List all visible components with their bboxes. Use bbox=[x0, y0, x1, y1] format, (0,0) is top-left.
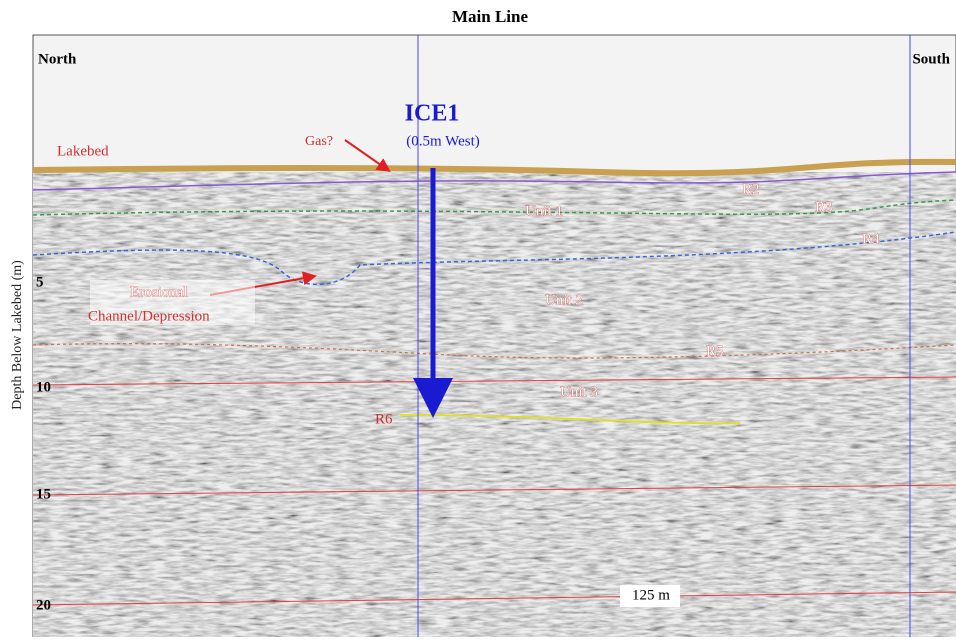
end-label: North bbox=[38, 51, 77, 67]
borehole-note: (0.5m West) bbox=[406, 133, 480, 149]
annotation: R4 bbox=[862, 231, 880, 247]
annotation: Unit 1 bbox=[525, 203, 563, 219]
axis-tick-label: 10 bbox=[36, 379, 51, 395]
annotation: Gas? bbox=[305, 134, 333, 149]
scale-label: 125 m bbox=[632, 587, 670, 603]
end-label: South bbox=[912, 51, 950, 67]
axis-tick-label: 15 bbox=[36, 486, 51, 502]
axis-tick-label: 5 bbox=[36, 274, 44, 290]
annotation: R2 bbox=[742, 181, 760, 197]
annotation: R3 bbox=[815, 199, 833, 215]
annotation: Erosional bbox=[130, 284, 188, 300]
annotation: R6 bbox=[375, 411, 393, 427]
annotation: R5 bbox=[706, 343, 724, 359]
axis-tick-label: 20 bbox=[36, 597, 51, 613]
annotation: Unit 3 bbox=[560, 384, 598, 400]
annotation: Lakebed bbox=[57, 143, 109, 159]
axis-title: Depth Below Lakebed (m) bbox=[10, 260, 25, 410]
borehole-name: ICE1 bbox=[405, 101, 460, 127]
profile bbox=[32, 34, 956, 638]
annotation: Channel/Depression bbox=[88, 308, 210, 324]
title: Main Line bbox=[452, 7, 528, 26]
annotation: Unit 2 bbox=[545, 292, 583, 308]
